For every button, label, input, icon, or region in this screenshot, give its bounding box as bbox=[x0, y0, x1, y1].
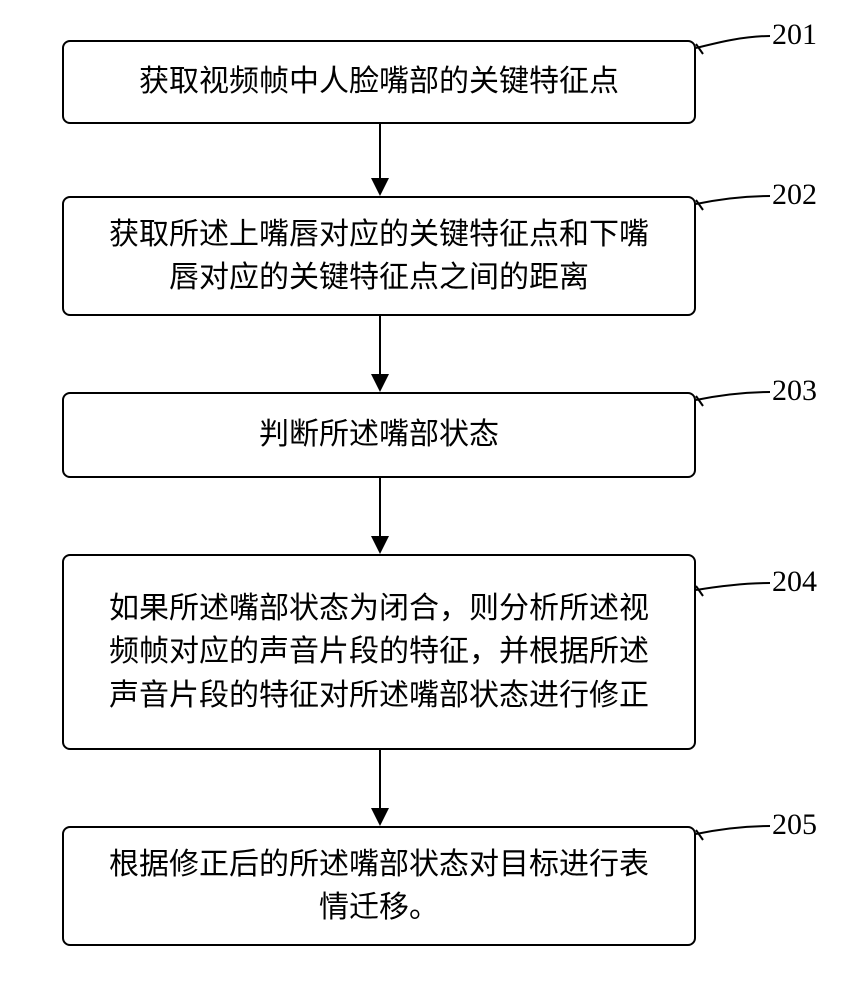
step-201: 获取视频帧中人脸嘴部的关键特征点 bbox=[62, 40, 696, 124]
arrow-2-3-head bbox=[371, 374, 389, 392]
step-201-text: 获取视频帧中人脸嘴部的关键特征点 bbox=[139, 60, 619, 104]
flowchart-canvas: 获取视频帧中人脸嘴部的关键特征点获取所述上嘴唇对应的关键特征点和下嘴 唇对应的关… bbox=[0, 0, 848, 1000]
arrow-3-4-head bbox=[371, 536, 389, 554]
step-202-text: 获取所述上嘴唇对应的关键特征点和下嘴 唇对应的关键特征点之间的距离 bbox=[109, 213, 649, 300]
step-203: 判断所述嘴部状态 bbox=[62, 392, 696, 478]
step-205: 根据修正后的所述嘴部状态对目标进行表 情迁移。 bbox=[62, 826, 696, 946]
step-204-text: 如果所述嘴部状态为闭合，则分析所述视 频帧对应的声音片段的特征，并根据所述 声音… bbox=[109, 587, 649, 718]
arrow-1-2-head bbox=[371, 178, 389, 196]
arrow-2-3-line bbox=[379, 316, 381, 374]
arrow-4-5-head bbox=[371, 808, 389, 826]
step-203-text: 判断所述嘴部状态 bbox=[259, 413, 499, 457]
label-204: 204 bbox=[772, 565, 817, 599]
arrow-1-2-line bbox=[379, 124, 381, 178]
arrow-3-4-line bbox=[379, 478, 381, 536]
label-205: 205 bbox=[772, 808, 817, 842]
step-202: 获取所述上嘴唇对应的关键特征点和下嘴 唇对应的关键特征点之间的距离 bbox=[62, 196, 696, 316]
label-202: 202 bbox=[772, 178, 817, 212]
label-203: 203 bbox=[772, 374, 817, 408]
arrow-4-5-line bbox=[379, 750, 381, 808]
step-204: 如果所述嘴部状态为闭合，则分析所述视 频帧对应的声音片段的特征，并根据所述 声音… bbox=[62, 554, 696, 750]
step-205-text: 根据修正后的所述嘴部状态对目标进行表 情迁移。 bbox=[109, 843, 649, 930]
label-201: 201 bbox=[772, 18, 817, 52]
